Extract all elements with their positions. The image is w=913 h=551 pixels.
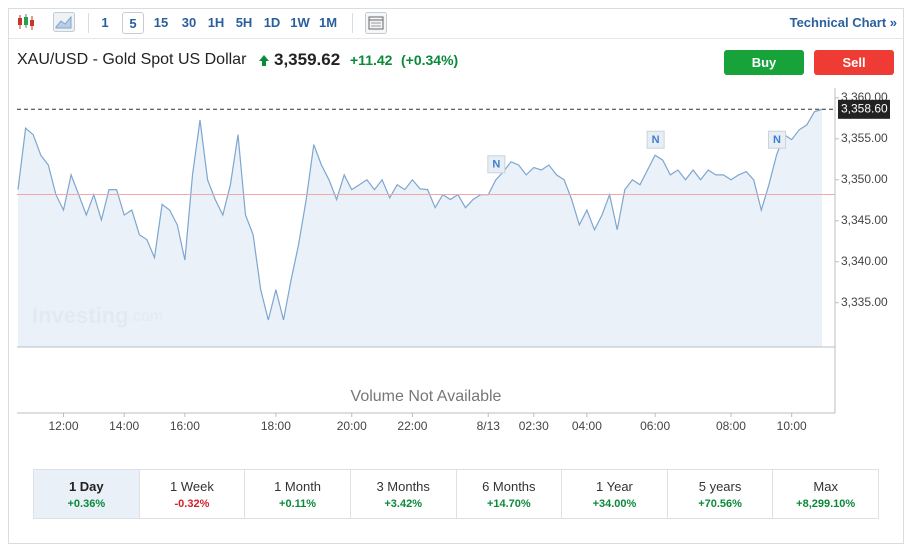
news-marker-label[interactable]: N bbox=[773, 134, 781, 146]
interval-button[interactable]: 1M bbox=[318, 15, 338, 30]
y-tick-label: 3,355.00 bbox=[841, 131, 888, 145]
period-cell[interactable]: 1 Month +0.11% bbox=[245, 470, 351, 518]
x-tick-label: 04:00 bbox=[572, 419, 602, 433]
period-change: -0.32% bbox=[174, 498, 210, 510]
x-tick-label: 06:00 bbox=[640, 419, 670, 433]
x-tick-label: 12:00 bbox=[48, 419, 78, 433]
period-change: +8,299.10% bbox=[796, 498, 856, 510]
price-line bbox=[17, 108, 823, 321]
area-chart-icon[interactable] bbox=[53, 12, 75, 32]
price-change: +11.42 bbox=[350, 52, 393, 68]
news-marker-label[interactable]: N bbox=[492, 159, 500, 171]
period-change: +0.11% bbox=[279, 498, 317, 510]
period-change: +3.42% bbox=[384, 498, 422, 510]
instrument-title: XAU/USD - Gold Spot US Dollar bbox=[17, 51, 247, 68]
period-label: 1 Week bbox=[170, 479, 214, 494]
period-change: +14.70% bbox=[486, 498, 531, 510]
period-label: 3 Months bbox=[376, 479, 430, 494]
news-marker bbox=[487, 155, 506, 174]
period-cell[interactable]: 1 Day +0.36% bbox=[34, 470, 140, 518]
y-tick-label: 3,340.00 bbox=[841, 254, 888, 268]
candlestick-icon[interactable] bbox=[16, 12, 36, 32]
x-tick-label: 10:00 bbox=[777, 419, 807, 433]
y-tick-label: 3,350.00 bbox=[841, 172, 888, 186]
last-price-label: 3,358.60 bbox=[841, 101, 888, 115]
period-change: +70.56% bbox=[698, 498, 742, 510]
x-tick-label: 18:00 bbox=[261, 419, 291, 433]
separator bbox=[352, 13, 353, 33]
period-cell[interactable]: 1 Year +34.00% bbox=[562, 470, 668, 518]
y-tick-label: 3,335.00 bbox=[841, 295, 888, 309]
interval-button[interactable]: 1H bbox=[207, 15, 225, 30]
period-cell[interactable]: 1 Week -0.32% bbox=[140, 470, 246, 518]
period-change: +0.36% bbox=[67, 498, 106, 510]
period-label: 6 Months bbox=[482, 479, 536, 494]
technical-chart-link[interactable]: Technical Chart » bbox=[789, 15, 897, 30]
up-arrow bbox=[259, 55, 269, 66]
period-label: 5 years bbox=[698, 479, 742, 494]
period-label: 1 Month bbox=[274, 479, 322, 494]
interval-button[interactable]: 15 bbox=[153, 15, 169, 30]
price-area bbox=[18, 109, 822, 347]
period-label: Max bbox=[813, 479, 838, 494]
x-tick-label: 22:00 bbox=[397, 419, 427, 433]
period-label: 1 Day bbox=[68, 479, 104, 494]
interval-button[interactable]: 1W bbox=[290, 15, 310, 30]
news-marker bbox=[767, 130, 786, 149]
x-tick-label: 8/13 bbox=[477, 419, 501, 433]
news-marker bbox=[646, 130, 665, 149]
y-tick-label: 3,345.00 bbox=[841, 213, 888, 227]
x-tick-label: 08:00 bbox=[716, 419, 746, 433]
interval-button[interactable]: 1 bbox=[101, 15, 109, 30]
period-cell[interactable]: Max +8,299.10% bbox=[773, 470, 878, 518]
interval-button[interactable]: 1D bbox=[263, 15, 281, 30]
separator bbox=[88, 13, 89, 33]
divider bbox=[9, 38, 904, 39]
interval-button[interactable]: 5 bbox=[122, 12, 144, 34]
indicators-icon[interactable] bbox=[365, 12, 387, 34]
x-tick-label: 14:00 bbox=[109, 419, 139, 433]
period-cell[interactable]: 5 years +70.56% bbox=[668, 470, 774, 518]
volume-text: Volume Not Available bbox=[351, 388, 502, 405]
period-cell[interactable]: 3 Months +3.42% bbox=[351, 470, 457, 518]
buy-button[interactable]: Buy bbox=[724, 50, 804, 75]
period-label: 1 Year bbox=[596, 479, 633, 494]
price: 3,359.62 bbox=[274, 50, 341, 69]
sell-button[interactable]: Sell bbox=[814, 50, 894, 75]
period-change: +34.00% bbox=[592, 498, 637, 510]
interval-button[interactable]: 30 bbox=[181, 15, 197, 30]
x-tick-label: 02:30 bbox=[519, 419, 549, 433]
period-cell[interactable]: 6 Months +14.70% bbox=[457, 470, 563, 518]
last-price-box bbox=[838, 99, 890, 119]
period-table: 1 Day +0.36% 1 Week -0.32% 1 Month +0.11% 3 Mo… bbox=[33, 469, 879, 519]
x-tick-label: 20:00 bbox=[337, 419, 367, 433]
interval-button[interactable]: 5H bbox=[235, 15, 253, 30]
x-tick-label: 16:00 bbox=[170, 419, 200, 433]
price-change-percent: (+0.34%) bbox=[401, 52, 459, 68]
widget-card bbox=[8, 8, 904, 544]
news-marker-label[interactable]: N bbox=[652, 134, 660, 146]
